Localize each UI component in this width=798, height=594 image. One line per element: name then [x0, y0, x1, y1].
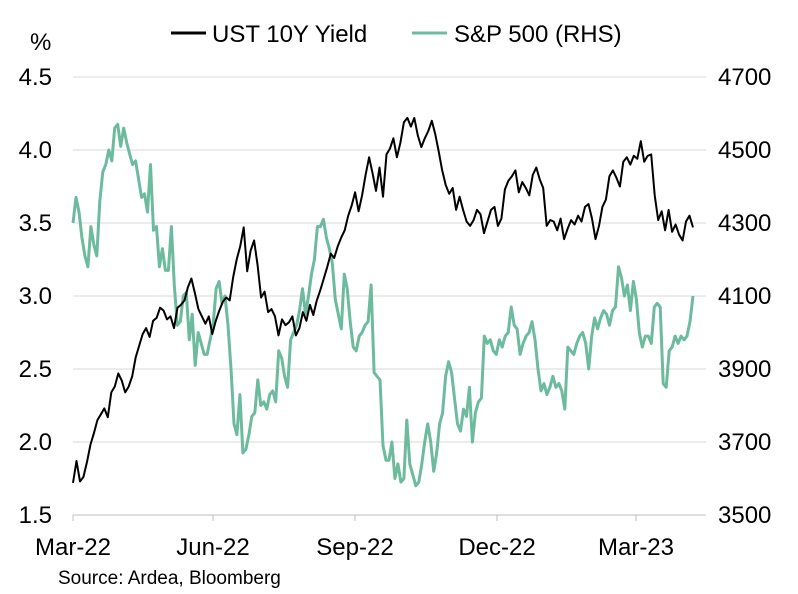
left-axis-ticks: 4.5 4.0 3.5 3.0 2.5 2.0 1.5 [19, 64, 52, 529]
left-tick-label: 4.0 [19, 137, 52, 164]
x-tick-label: Mar-22 [35, 534, 111, 561]
right-tick-label: 3900 [718, 356, 771, 383]
x-tick-label: Sep-22 [316, 534, 393, 561]
left-tick-label: 3.0 [19, 283, 52, 310]
source-note: Source: Ardea, Bloomberg [58, 568, 281, 589]
x-tick-label: Dec-22 [458, 534, 535, 561]
left-axis-unit: % [30, 29, 51, 56]
ust-10y-yield-line [72, 116, 694, 484]
x-tick-label: Jun-22 [176, 534, 249, 561]
x-tick-label: Mar-23 [598, 534, 674, 561]
right-tick-label: 4300 [718, 210, 771, 237]
left-tick-label: 4.5 [19, 64, 52, 91]
right-tick-label: 4700 [718, 64, 771, 91]
sp500-line [71, 122, 695, 488]
legend-ust-label: UST 10Y Yield [212, 21, 367, 48]
right-axis-ticks: 4700 4500 4300 4100 3900 3700 3500 [718, 64, 771, 529]
right-tick-label: 4500 [718, 137, 771, 164]
right-tick-label: 3700 [718, 429, 771, 456]
right-tick-label: 3500 [718, 502, 771, 529]
left-tick-label: 2.5 [19, 356, 52, 383]
legend: UST 10Y Yield S&P 500 (RHS) [171, 21, 622, 48]
gridlines [73, 76, 706, 443]
series-lines [71, 116, 695, 488]
x-axis-ticks: Mar-22 Jun-22 Sep-22 Dec-22 Mar-23 [35, 515, 674, 561]
right-tick-label: 4100 [718, 283, 771, 310]
left-tick-label: 2.0 [19, 429, 52, 456]
left-tick-label: 3.5 [19, 210, 52, 237]
left-tick-label: 1.5 [19, 502, 52, 529]
legend-spx-label: S&P 500 (RHS) [454, 21, 622, 48]
